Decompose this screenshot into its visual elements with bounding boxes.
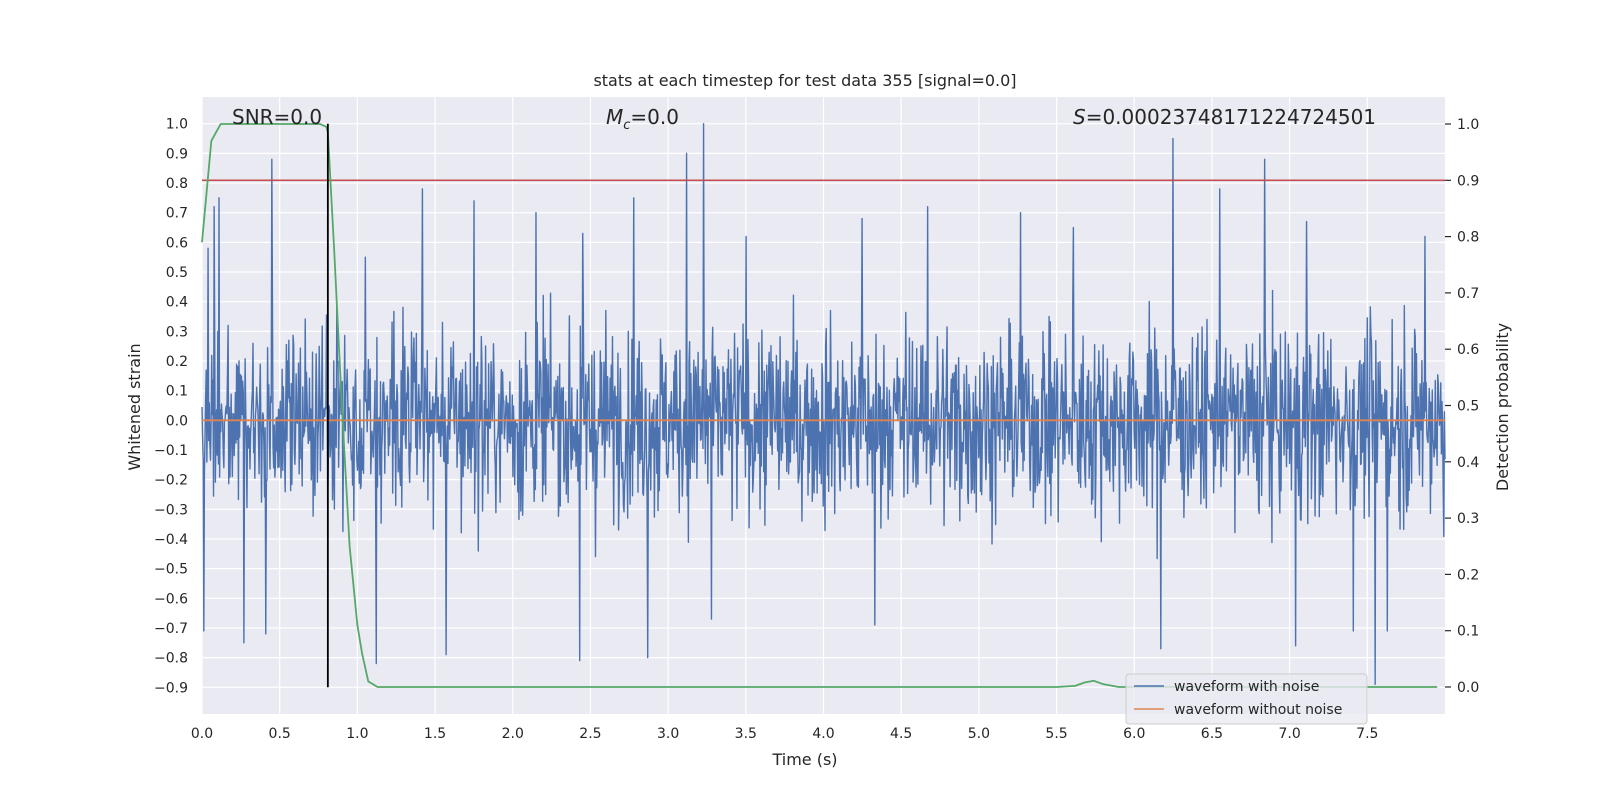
x-tick-label: 2.5 bbox=[579, 726, 601, 742]
y-tick-label: −0.2 bbox=[154, 473, 188, 489]
y-tick-label: −0.1 bbox=[154, 443, 188, 459]
y-tick-label: 0.2 bbox=[166, 354, 188, 370]
y-tick-label: 0.7 bbox=[166, 206, 188, 222]
x-tick-label: 6.0 bbox=[1123, 726, 1145, 742]
snr-annotation: SNR=0.0 bbox=[232, 105, 322, 129]
y2-tick-label: 0.6 bbox=[1457, 342, 1479, 358]
score-symbol: S bbox=[1073, 105, 1086, 129]
y-tick-label: 0.8 bbox=[166, 176, 188, 192]
y2-tick-label: 0.8 bbox=[1457, 230, 1479, 246]
y-tick-label: 1.0 bbox=[166, 117, 188, 133]
y-tick-label: −0.4 bbox=[154, 532, 188, 548]
x-tick-label: 3.5 bbox=[735, 726, 757, 742]
y-tick-label: −0.8 bbox=[154, 651, 188, 667]
overlay-lines bbox=[201, 123, 1445, 688]
y2-tick-label: 1.0 bbox=[1457, 117, 1479, 133]
waveform-with-noise-line bbox=[201, 123, 1446, 686]
x-tick-label: 4.0 bbox=[812, 726, 834, 742]
x-tick-label: 0.0 bbox=[191, 726, 213, 742]
x-tick-label: 6.5 bbox=[1201, 726, 1223, 742]
chirp-mass-symbol: M bbox=[606, 105, 623, 129]
legend-label-waveform-without-noise: waveform without noise bbox=[1174, 702, 1342, 718]
y-tick-label: −0.9 bbox=[154, 680, 188, 696]
y-tick-label: −0.3 bbox=[154, 502, 188, 518]
right-axis-ticks: 1.0 0.9 0.8 0.7 0.6 0.5 0.4 0.3 0.2 0.1 0.0 bbox=[1445, 117, 1479, 696]
chirp-mass-subscript: c bbox=[623, 118, 630, 133]
y-tick-label: 0.5 bbox=[166, 265, 188, 281]
y-tick-label: 0.0 bbox=[166, 413, 188, 429]
left-axis-ticks: 1.0 0.9 0.8 0.7 0.6 0.5 0.4 0.3 0.2 0.1 0.0 −0.1 −0.… bbox=[154, 117, 188, 697]
x-tick-label: 2.0 bbox=[502, 726, 524, 742]
x-tick-label: 4.5 bbox=[890, 726, 912, 742]
y2-tick-label: 0.5 bbox=[1457, 399, 1479, 415]
legend: waveform with noise waveform without noi… bbox=[1125, 673, 1368, 725]
x-tick-label: 5.5 bbox=[1045, 726, 1067, 742]
y2-tick-label: 0.3 bbox=[1457, 511, 1479, 527]
x-tick-label: 0.5 bbox=[269, 726, 291, 742]
x-tick-label: 1.0 bbox=[346, 726, 368, 742]
y2-tick-label: 0.0 bbox=[1457, 680, 1479, 696]
x-tick-label: 5.0 bbox=[968, 726, 990, 742]
y-tick-label: 0.6 bbox=[166, 235, 188, 251]
chirp-mass-annotation: Mc=0.0 bbox=[606, 105, 679, 133]
bottom-axis-ticks: 0.0 0.5 1.0 1.5 2.0 2.5 3.0 3.5 4.0 4.5 5.0 5.5 6.0 6… bbox=[191, 726, 1379, 742]
y-tick-label: −0.5 bbox=[154, 562, 188, 578]
y2-tick-label: 0.2 bbox=[1457, 567, 1479, 583]
y-tick-label: 0.1 bbox=[166, 384, 188, 400]
y-tick-label: 0.3 bbox=[166, 324, 188, 340]
y2-axis-label: Detection probability bbox=[1493, 323, 1512, 491]
chirp-mass-value: =0.0 bbox=[630, 105, 679, 129]
y-tick-label: −0.6 bbox=[154, 591, 188, 607]
x-tick-label: 7.5 bbox=[1356, 726, 1378, 742]
x-tick-label: 7.0 bbox=[1278, 726, 1300, 742]
y2-tick-label: 0.4 bbox=[1457, 455, 1479, 471]
y2-tick-label: 0.9 bbox=[1457, 173, 1479, 189]
legend-label-waveform-with-noise: waveform with noise bbox=[1174, 679, 1319, 695]
y2-tick-label: 0.7 bbox=[1457, 286, 1479, 302]
y-tick-label: 0.4 bbox=[166, 295, 188, 311]
detection-probability-line bbox=[201, 123, 1438, 688]
score-annotation: S=0.00023748171224724501 bbox=[1073, 105, 1376, 129]
y-tick-label: 0.9 bbox=[166, 146, 188, 162]
score-value: =0.00023748171224724501 bbox=[1086, 105, 1376, 129]
x-tick-label: 3.0 bbox=[657, 726, 679, 742]
x-tick-label: 1.5 bbox=[424, 726, 446, 742]
y-tick-label: −0.7 bbox=[154, 621, 188, 637]
waveform-with-noise-series bbox=[201, 123, 1446, 686]
y2-tick-label: 0.1 bbox=[1457, 624, 1479, 640]
chart-title: stats at each timestep for test data 355… bbox=[593, 71, 1016, 90]
legend-box bbox=[1125, 673, 1368, 725]
y-axis-label: Whitened strain bbox=[125, 343, 144, 470]
x-axis-label: Time (s) bbox=[771, 750, 837, 769]
